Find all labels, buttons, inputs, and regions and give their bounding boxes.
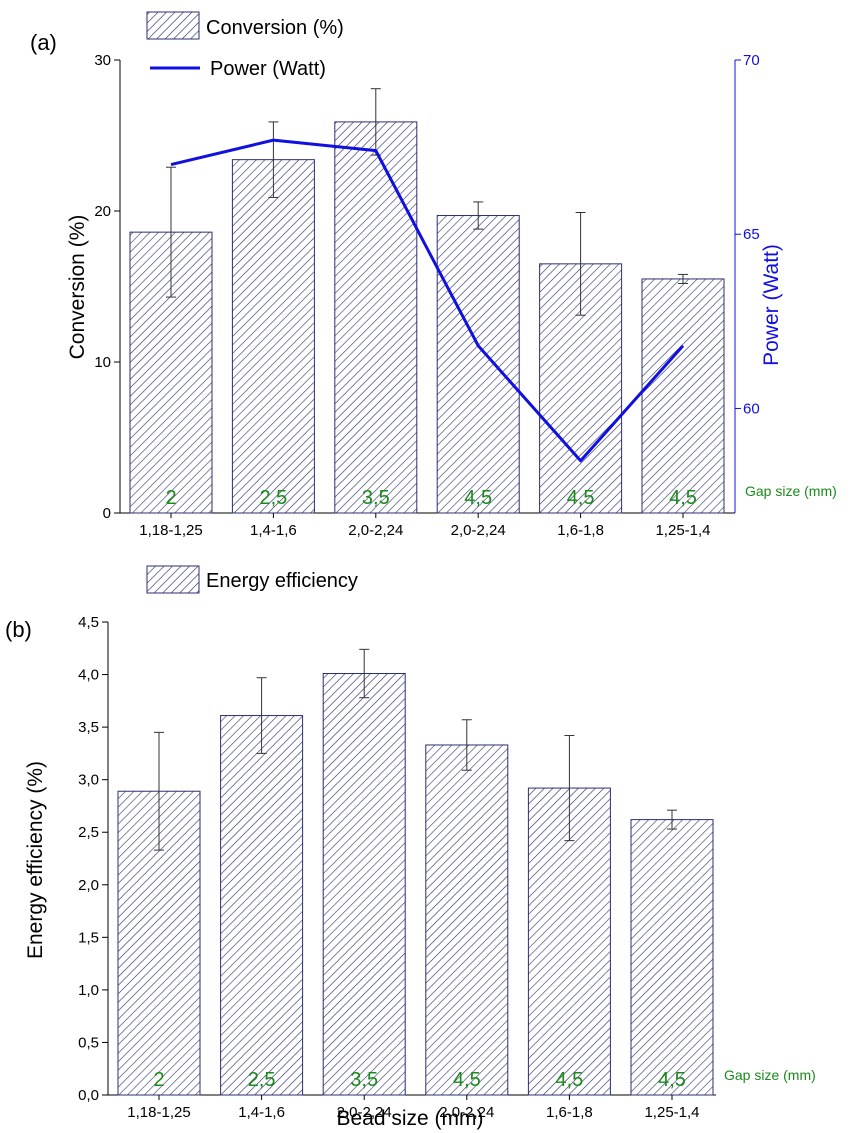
- gap-size-label: 4,5: [555, 1069, 583, 1091]
- panel-a-label: (a): [30, 30, 57, 55]
- x-tick-label: 1,6-1,8: [557, 522, 604, 539]
- legend-energy-label: Energy efficiency: [206, 570, 358, 592]
- legend-conversion-swatch: [146, 11, 200, 40]
- bar: [322, 673, 406, 1096]
- power-series-line: [170, 138, 685, 463]
- y-tick-label: 1,5: [78, 929, 99, 946]
- bar: [641, 278, 725, 514]
- x-tick-label: 2,0-2,24: [348, 522, 403, 539]
- y-tick-label: 2,5: [78, 824, 99, 841]
- x-tick-label: 1,6-1,8: [546, 1104, 593, 1121]
- panel-a-gap-labels: 2 2,5 3,5 4,5 4,5 4,5: [165, 487, 696, 509]
- gap-size-label: 2,5: [248, 1069, 276, 1091]
- y2-tick-label: 65: [743, 226, 760, 243]
- y2-tick-label: 70: [743, 52, 760, 69]
- panel-a-gap-axis-label: Gap size (mm): [745, 483, 837, 499]
- gap-size-label: 4,5: [567, 487, 595, 509]
- panel-b-label: (b): [5, 617, 32, 642]
- x-tick-label: 1,4-1,6: [238, 1104, 285, 1121]
- panel-a-legend: Conversion (%) Power (Watt): [146, 11, 344, 80]
- panel-b-x-ticks: 1,18-1,25 1,4-1,6 2,0-2,24 2,0-2,24 1,6-1,8 1…: [127, 1095, 700, 1121]
- bar: [630, 819, 714, 1096]
- legend-energy-swatch: [146, 565, 200, 594]
- x-tick-label: 1,4-1,6: [250, 522, 297, 539]
- panel-a-x-ticks: 1,18-1,25 1,4-1,6 2,0-2,24 2,0-2,24 1,6-1,8 1…: [139, 513, 711, 539]
- gap-size-label: 4,5: [658, 1069, 686, 1091]
- x-tick-label: 1,18-1,25: [139, 522, 202, 539]
- bar: [425, 744, 509, 1096]
- y-tick-label: 0: [103, 505, 111, 522]
- panel-b: (b) Energy efficiency 0,0 0,5 1,0 1,5 2,0 2,5…: [5, 565, 816, 1130]
- y-tick-label: 4,0: [78, 667, 99, 684]
- x-tick-label: 1,18-1,25: [127, 1104, 190, 1121]
- panel-a: (a) Conversion (%) Power (Watt) 0102030 …: [30, 11, 837, 539]
- x-tick-label: 1,25-1,4: [655, 522, 710, 539]
- x-tick-label: 2,0-2,24: [451, 522, 506, 539]
- gap-size-label: 4,5: [464, 487, 492, 509]
- gap-size-label: 4,5: [453, 1069, 481, 1091]
- panel-a-left-ticks: 0 10 20 30: [94, 52, 120, 522]
- y-tick-label: 0,5: [78, 1034, 99, 1051]
- y-tick-label: 1,0: [78, 982, 99, 999]
- bar: [220, 715, 304, 1096]
- panel-a-right-ticks: 60 65 70: [735, 52, 760, 417]
- bar: [334, 121, 418, 514]
- bar: [436, 215, 520, 514]
- panel-a-error-bars: [166, 88, 688, 316]
- x-tick-label: 2,0-2,24: [337, 1104, 392, 1121]
- x-tick-label: 2,0-2,24: [439, 1104, 494, 1121]
- y-tick-label: 0,0: [78, 1087, 99, 1104]
- panel-b-gap-labels: 2 2,5 3,5 4,5 4,5 4,5: [153, 1069, 685, 1091]
- panel-a-bars: [129, 121, 725, 514]
- panel-b-left-ticks: 0,0 0,5 1,0 1,5 2,0 2,5 3,0 3,5 4,0 4,5: [78, 614, 108, 1104]
- gap-size-label: 4,5: [669, 487, 697, 509]
- panel-b-gap-axis-label: Gap size (mm): [724, 1067, 816, 1083]
- panel-b-legend: Energy efficiency: [146, 565, 358, 594]
- gap-size-label: 2: [153, 1069, 164, 1091]
- legend-conversion-label: Conversion (%): [206, 17, 344, 39]
- panel-a-ylabel: Conversion (%): [66, 215, 89, 360]
- gap-size-label: 3,5: [350, 1069, 378, 1091]
- gap-size-label: 2,5: [259, 487, 287, 509]
- y-tick-label: 30: [94, 52, 111, 69]
- gap-size-label: 3,5: [362, 487, 390, 509]
- y-tick-label: 10: [94, 354, 111, 371]
- y-tick-label: 2,0: [78, 877, 99, 894]
- x-tick-label: 1,25-1,4: [644, 1104, 699, 1121]
- y2-tick-label: 60: [743, 400, 760, 417]
- y-tick-label: 3,5: [78, 719, 99, 736]
- panel-b-error-bars: [154, 648, 677, 851]
- panel-b-xlabel: Bead size (mm): [336, 1107, 483, 1130]
- panel-a-power-line: [170, 138, 685, 463]
- gap-size-label: 2: [165, 487, 176, 509]
- legend-power-label: Power (Watt): [210, 58, 326, 80]
- y-tick-label: 4,5: [78, 614, 99, 631]
- y-tick-label: 3,0: [78, 772, 99, 789]
- panel-b-ylabel: Energy efficiency (%): [24, 761, 47, 959]
- y-tick-label: 20: [94, 203, 111, 220]
- bar: [231, 159, 315, 514]
- panel-a-y2label: Power (Watt): [760, 244, 783, 366]
- panel-b-bars: [117, 673, 714, 1096]
